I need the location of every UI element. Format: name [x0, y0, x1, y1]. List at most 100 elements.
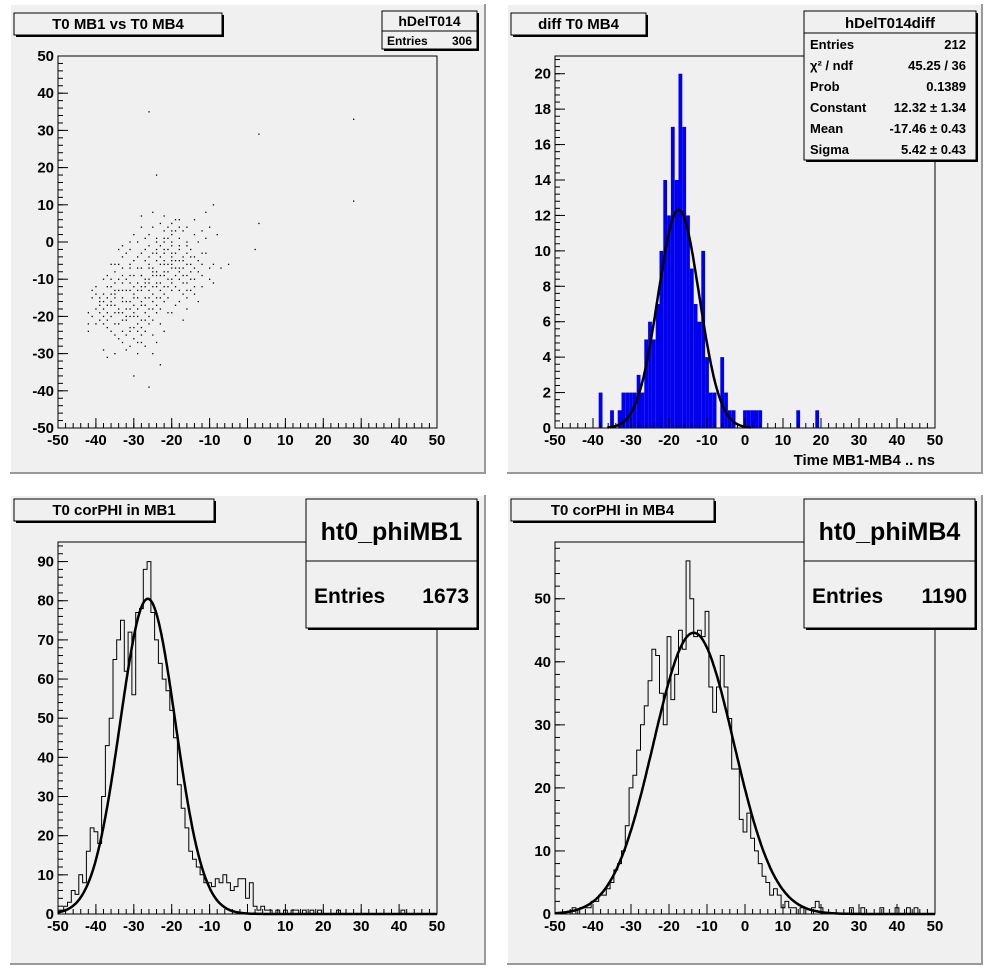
- y-tick-label: 20: [534, 780, 551, 797]
- y-tick-label: 90: [37, 554, 54, 571]
- scatter-point: [99, 297, 101, 299]
- scatter-point: [152, 274, 154, 277]
- scatter-point: [102, 278, 105, 280]
- scatter-point: [193, 233, 196, 236]
- scatter-point: [148, 315, 150, 318]
- scatter-point: [171, 233, 173, 236]
- x-tick-label: -40: [582, 432, 604, 449]
- scatter-point: [167, 237, 169, 239]
- scatter-point: [140, 341, 143, 344]
- stats-label: Entries: [810, 37, 854, 52]
- gaussian-fit-curve: [607, 208, 751, 429]
- stats-box: hDelT014 Entries 306: [381, 10, 479, 51]
- scatter-point: [129, 282, 131, 284]
- scatter-point: [129, 267, 131, 269]
- scatter-point: [148, 267, 150, 269]
- scatter-point: [171, 230, 173, 232]
- scatter-point: [171, 241, 173, 243]
- scatter-point: [140, 226, 143, 228]
- scatter-point: [144, 319, 146, 321]
- scatter-point: [129, 308, 131, 310]
- scatter-point: [106, 297, 108, 299]
- histogram-bar: [610, 410, 614, 428]
- scatter-point: [110, 304, 112, 306]
- scatter-point: [121, 256, 124, 258]
- y-tick-label: 12: [534, 207, 551, 224]
- scatter-point: [182, 319, 184, 321]
- histogram-bar: [632, 392, 637, 428]
- scatter-point: [133, 233, 135, 236]
- axes: -50 -40 -30 -20 -10 0 10 20 30 40 50 0 10 20 30 40 50: [534, 547, 943, 935]
- scatter-point: [205, 252, 207, 254]
- scatter-point: [220, 267, 222, 269]
- scatter-point: [133, 293, 135, 295]
- y-tick-label: 4: [543, 349, 552, 366]
- y-tick-label: 0: [543, 906, 551, 923]
- scatter-point: [99, 312, 101, 314]
- scatter-point: [159, 308, 162, 310]
- stats-label: Constant: [810, 100, 867, 115]
- y-tick-label: 30: [37, 789, 54, 806]
- scatter-point: [155, 274, 158, 277]
- title-frame: [510, 12, 647, 36]
- histogram-bar: [686, 215, 690, 428]
- stats-box: ht0_phiMB1 Entries 1673: [305, 498, 479, 630]
- scatter-point: [110, 263, 112, 266]
- scatter-point: [201, 230, 203, 232]
- scatter-point: [201, 274, 203, 277]
- scatter-point: [114, 271, 116, 273]
- y-tick-label: 70: [37, 632, 54, 649]
- x-tick-label: 40: [391, 432, 408, 449]
- scatter-point: [140, 267, 143, 269]
- histogram-bar: [655, 304, 660, 428]
- scatter-point: [163, 293, 165, 295]
- scatter-point: [171, 252, 173, 254]
- y-tick-label: 10: [534, 843, 551, 860]
- scatter-point: [186, 252, 188, 254]
- scatter-point: [163, 237, 165, 239]
- scatter-point: [136, 267, 139, 269]
- scatter-point: [205, 237, 207, 239]
- scatter-point: [140, 319, 143, 321]
- scatter-point: [209, 226, 211, 228]
- scatter-point: [152, 267, 154, 269]
- stats-box: ht0_phiMB4 Entries 1190: [803, 498, 977, 630]
- x-tick-label: 10: [277, 918, 294, 935]
- x-tick-label: 40: [889, 918, 906, 935]
- scatter-point: [148, 233, 150, 236]
- scatter-point: [102, 293, 105, 295]
- scatter-point: [148, 282, 150, 284]
- y-tick-label: 50: [37, 710, 54, 727]
- scatter-point: [125, 308, 127, 310]
- scatter-point: [152, 226, 154, 228]
- scatter-point: [163, 252, 165, 254]
- scatter-point: [190, 248, 192, 251]
- histogram-bar: [629, 392, 633, 428]
- y-tick-label: 2: [543, 385, 551, 402]
- scatter-point: [201, 286, 203, 288]
- scatter-point: [163, 286, 165, 288]
- histogram-bar: [712, 392, 717, 428]
- scatter-point: [133, 326, 135, 329]
- scatter-point: [114, 353, 116, 355]
- scatter-point: [182, 256, 184, 258]
- scatter-point: [190, 289, 192, 292]
- title-frame: [510, 498, 715, 522]
- scatter-point: [193, 278, 196, 280]
- scatter-point: [190, 263, 192, 266]
- histogram-bar: [720, 357, 725, 428]
- scatter-point: [91, 289, 93, 292]
- scatter-point: [114, 263, 116, 266]
- x-tick-label: -10: [199, 432, 221, 449]
- scatter-point: [163, 215, 165, 217]
- scatter-point: [163, 271, 165, 273]
- histogram-bar: [659, 250, 664, 428]
- scatter-point: [136, 353, 139, 355]
- plot-data: [87, 111, 355, 388]
- stats-label: Entries: [314, 585, 385, 608]
- histogram-bar: [648, 321, 652, 428]
- x-tick-label: -30: [620, 432, 642, 449]
- x-tick-label: -20: [161, 432, 183, 449]
- pad-1: -50 -40 -30 -20 -10 0 10 20 30 40 50 -50 -40 -30 -20 -1…: [9, 3, 486, 474]
